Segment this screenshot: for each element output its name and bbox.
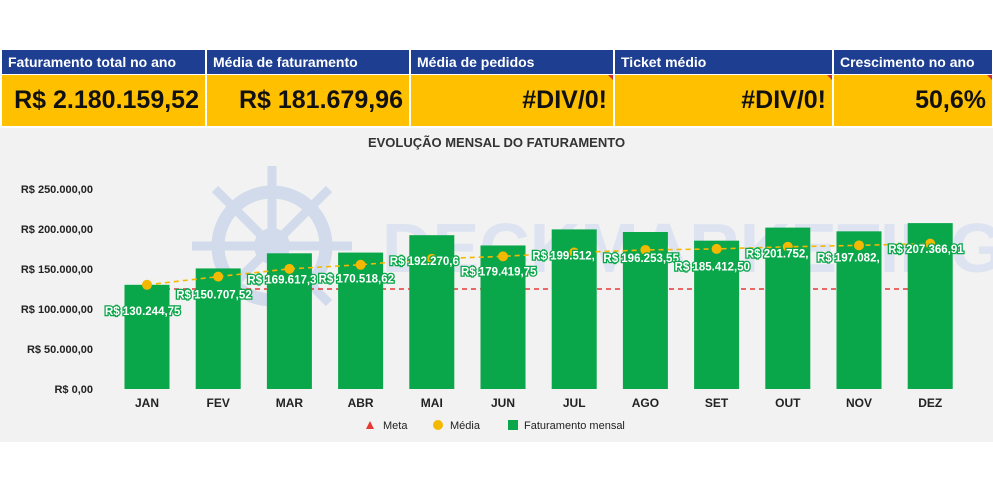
media-point bbox=[569, 247, 580, 258]
bar-nov bbox=[836, 231, 882, 389]
x-tick-label: ABR bbox=[348, 396, 374, 410]
y-tick-label: R$ 100.000,00 bbox=[21, 304, 93, 316]
chart-svg: DECKMARKETING R$ 0,00R$ 50.000,00R$ 100.… bbox=[21, 166, 993, 432]
x-tick-label: MAR bbox=[276, 396, 304, 410]
media-point bbox=[711, 243, 722, 254]
y-tick-label: R$ 0,00 bbox=[54, 384, 93, 396]
media-point bbox=[640, 244, 651, 255]
x-tick-label: JUN bbox=[491, 396, 515, 410]
x-tick-label: DEZ bbox=[918, 396, 942, 410]
kpi-label: Crescimento no ano bbox=[834, 50, 992, 74]
x-tick-label: JAN bbox=[135, 396, 159, 410]
y-tick-label: R$ 150.000,00 bbox=[21, 264, 93, 276]
bar-jun bbox=[480, 245, 526, 389]
media-point bbox=[284, 263, 295, 274]
bar-out bbox=[765, 227, 811, 389]
bar-value-label: R$ 150.707,52 bbox=[176, 289, 251, 301]
x-tick-label: FEV bbox=[207, 396, 230, 410]
comment-marker bbox=[827, 75, 832, 80]
kpi-value: 50,6% bbox=[834, 75, 992, 126]
x-tick-label: SET bbox=[705, 396, 729, 410]
bar-value-label: R$ 130.244,75 bbox=[105, 306, 181, 318]
bar-set bbox=[694, 240, 740, 389]
kpi-label: Média de pedidos bbox=[411, 50, 613, 74]
bar-value-label: R$ 185.412,50 bbox=[675, 262, 750, 274]
x-tick-label: AGO bbox=[632, 396, 659, 410]
x-tick-label: OUT bbox=[775, 396, 801, 410]
kpi-media-faturamento: Média de faturamento R$ 181.679,96 bbox=[207, 50, 409, 128]
media-point bbox=[498, 251, 508, 262]
y-tick-label: R$ 200.000,00 bbox=[21, 224, 93, 236]
kpi-value: #DIV/0! bbox=[411, 75, 613, 126]
bar-value-label: R$ 169.617,3 bbox=[247, 274, 316, 286]
bar-mar bbox=[266, 253, 312, 389]
bar-value-label: R$ 201.752, bbox=[746, 249, 809, 261]
kpi-value: R$ 181.679,96 bbox=[207, 75, 409, 126]
kpi-label: Média de faturamento bbox=[207, 50, 409, 74]
legend-media-label: Média bbox=[450, 420, 481, 432]
bar-value-label: R$ 207.366,91 bbox=[888, 244, 964, 256]
kpi-value: #DIV/0! bbox=[615, 75, 832, 126]
comment-marker bbox=[608, 75, 613, 80]
media-point bbox=[142, 279, 152, 290]
chart-title: EVOLUÇÃO MENSAL DO FATURAMENTO bbox=[367, 135, 626, 150]
legend-meta-marker bbox=[366, 421, 374, 429]
media-point bbox=[854, 240, 864, 251]
bar-jan bbox=[124, 284, 170, 389]
kpi-row: Faturamento total no ano R$ 2.180.159,52… bbox=[0, 50, 993, 128]
y-tick-label: R$ 50.000,00 bbox=[27, 344, 93, 356]
kpi-media-pedidos: Média de pedidos #DIV/0! bbox=[411, 50, 613, 128]
comment-marker bbox=[987, 75, 992, 80]
legend-media-marker bbox=[433, 420, 443, 430]
kpi-label: Faturamento total no ano bbox=[2, 50, 205, 74]
bar-value-label: R$ 179.419,75 bbox=[461, 266, 537, 278]
bar-value-label: R$ 197.082, bbox=[817, 252, 880, 264]
kpi-ticket-medio: Ticket médio #DIV/0! bbox=[615, 50, 832, 128]
legend-bar-marker bbox=[508, 420, 518, 430]
bar-value-label: R$ 196.253,55 bbox=[603, 253, 679, 265]
legend-meta-label: Meta bbox=[383, 420, 408, 432]
bar-value-label: R$ 199.512, bbox=[532, 250, 595, 262]
media-point bbox=[782, 241, 793, 252]
media-point bbox=[925, 238, 936, 249]
y-tick-label: R$ 250.000,00 bbox=[21, 184, 93, 196]
media-point bbox=[355, 259, 366, 270]
bar-dez bbox=[907, 223, 953, 389]
x-tick-label: MAI bbox=[421, 396, 443, 410]
kpi-label: Ticket médio bbox=[615, 50, 832, 74]
kpi-crescimento: Crescimento no ano 50,6% bbox=[834, 50, 992, 128]
bar-value-label: R$ 192.270,6 bbox=[390, 256, 459, 268]
kpi-faturamento-total: Faturamento total no ano R$ 2.180.159,52 bbox=[2, 50, 205, 128]
x-tick-label: JUL bbox=[563, 396, 586, 410]
chart-panel: EVOLUÇÃO MENSAL DO FATURAMENTO DECKMARKE… bbox=[0, 128, 993, 442]
legend-bar-label: Faturamento mensal bbox=[524, 420, 625, 432]
media-point bbox=[426, 253, 437, 264]
media-point bbox=[213, 271, 224, 282]
bar-abr bbox=[338, 252, 384, 389]
bar-value-label: R$ 170.518,62 bbox=[319, 274, 394, 286]
bar-fev bbox=[195, 268, 241, 389]
kpi-value: R$ 2.180.159,52 bbox=[2, 75, 205, 126]
bar-ago bbox=[622, 231, 668, 389]
x-tick-label: NOV bbox=[846, 396, 872, 410]
